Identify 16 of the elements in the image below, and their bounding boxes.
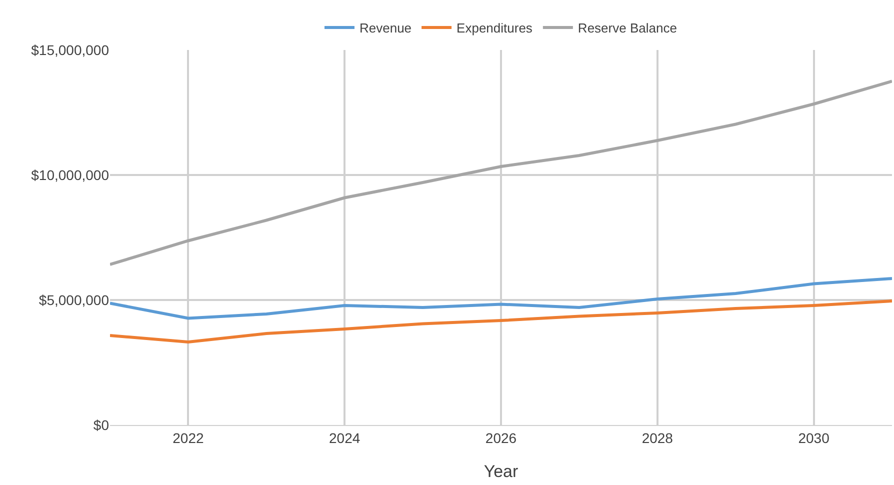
y-tick-label: $5,000,000 (38, 292, 110, 308)
line-series (110, 80, 892, 266)
x-tick-label: 2026 (485, 430, 517, 446)
x-axis-title: Year (484, 462, 519, 482)
y-tick-label: $0 (93, 416, 110, 433)
legend-label: Expenditures (456, 20, 533, 36)
x-tick-label: 2028 (642, 430, 674, 446)
x-tick-label: 2022 (172, 430, 204, 446)
y-tick-label: $10,000,000 (31, 166, 110, 183)
line-series (110, 300, 892, 344)
x-tick-label: 2030 (798, 430, 830, 446)
legend-label: Revenue (360, 20, 412, 36)
x-tick-label: 2024 (329, 430, 360, 446)
y-tick-label: $15,000,000 (31, 42, 110, 58)
line-series (110, 277, 892, 320)
legend-label: Reserve Balance (578, 20, 677, 36)
